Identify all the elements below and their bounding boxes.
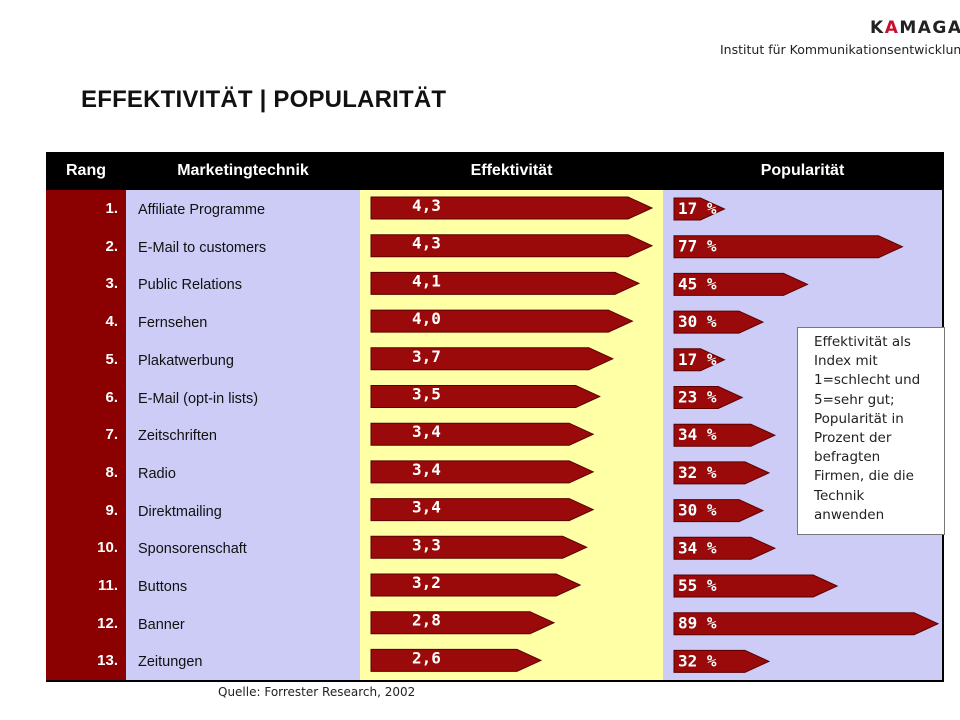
rank-cell: 13.	[97, 652, 118, 670]
rank-cell: 7.	[105, 426, 118, 444]
logo-brand: KAMAGA	[870, 18, 960, 38]
rank-cell: 2.	[105, 237, 118, 255]
technique-cell: Banner	[138, 616, 185, 633]
rank-cell: 6.	[105, 388, 118, 406]
technique-column	[126, 190, 360, 680]
technique-cell: Zeitschriften	[138, 428, 217, 445]
logo-subtitle: Institut für Kommunikationsentwicklung	[720, 42, 960, 57]
rank-cell: 3.	[105, 275, 118, 293]
rank-column	[46, 190, 126, 680]
rank-cell: 12.	[97, 614, 118, 632]
rank-cell: 8.	[105, 463, 118, 481]
rank-cell: 11.	[97, 577, 118, 594]
technique-cell: E-Mail to customers	[138, 239, 267, 256]
technique-cell: Affiliate Programme	[138, 202, 266, 218]
technique-cell: E-Mail (opt-in lists)	[138, 390, 259, 407]
rank-cell: 5.	[105, 350, 118, 368]
logo-brand-accent: A	[884, 18, 900, 38]
rank-cell: 4.	[105, 313, 118, 331]
technique-cell: Public Relations	[138, 277, 242, 294]
technique-cell: Direktmailing	[138, 503, 222, 520]
source-note: Quelle: Forrester Research, 2002	[218, 685, 416, 699]
legend-note: Effektivität als Index mit 1=schlecht un…	[797, 327, 945, 535]
header-rank: Rang	[66, 162, 106, 179]
rank-cell: 1.	[105, 200, 118, 217]
technique-cell: Zeitungen	[138, 654, 203, 671]
technique-cell: Fernsehen	[138, 315, 208, 332]
technique-cell: Buttons	[138, 579, 188, 595]
header-technique: Marketingtechnik	[177, 162, 309, 179]
technique-cell: Sponsorenschaft	[138, 541, 247, 558]
logo-brand-prefix: K	[870, 18, 885, 38]
technique-cell: Radio	[138, 465, 176, 482]
technique-cell: Plakatwerbung	[138, 352, 234, 369]
kamaga-logo: KAMAGA Institut für Kommunikationsentwic…	[720, 18, 960, 57]
rank-cell: 10.	[97, 539, 118, 557]
header-popularity: Popularität	[760, 162, 845, 179]
slide-title: EFFEKTIVITÄT | POPULARITÄT	[81, 86, 447, 113]
header-effectiveness: Effektivität	[470, 162, 553, 179]
effectiveness-column	[360, 190, 663, 680]
rank-cell: 9.	[105, 501, 118, 519]
logo-brand-suffix: MAGA	[899, 18, 960, 38]
